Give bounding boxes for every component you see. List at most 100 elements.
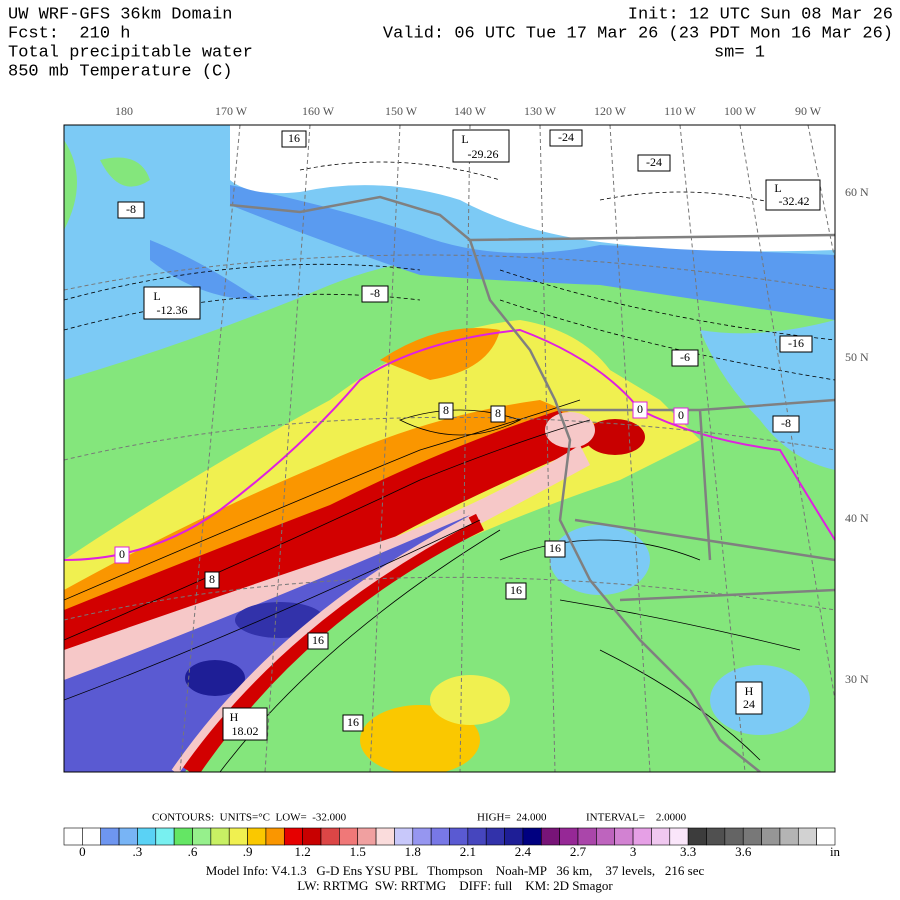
contour-label: 16 [510,583,522,597]
colorbar-swatch [651,827,671,846]
longitude-label: 180 [115,104,133,118]
colorbar-tick-label: 3.6 [735,844,752,859]
colorbar-swatch [137,827,157,846]
contour-label: -24 [646,155,662,169]
latitude-label: 40 N [845,511,869,525]
contours-info: INTERVAL= 2.0000 [586,812,687,824]
longitude-label: 120 W [594,104,627,118]
colorbar-swatch [118,827,138,846]
colorbar-swatch [375,827,395,846]
colorbar-swatch [394,827,414,846]
colorbar-swatch [210,827,230,846]
center-letter: L [774,181,781,195]
contour-label: 16 [347,715,359,729]
colorbar-swatch [228,827,248,846]
colorbar-swatch [559,827,579,846]
map-frame [63,124,836,773]
contour-label: -8 [370,286,380,300]
colorbar-swatch [706,827,726,846]
contour-label: 0 [678,408,684,422]
pressure-centers: L -29.26 L -32.42 L -12.36 H 24 H 18.02 [143,129,821,741]
center-letter: L [461,132,468,146]
colorbar-tick-label: .9 [243,844,253,859]
colorbar-swatch [504,827,524,846]
colorbar-swatch [596,827,616,846]
contours-info: HIGH= 24.000 [477,812,547,824]
contour-label: -6 [680,350,690,364]
colorbar-tick-label: 0 [79,844,86,859]
colorbar-tick-label: 1.5 [350,844,366,859]
colorbar-swatch [632,827,652,846]
colorbar-swatch [247,827,267,846]
colorbar-swatch [412,827,432,846]
colorbar-swatch [63,827,83,846]
colorbar-swatch [430,827,450,846]
header-right: Init: 12 UTC Sun 08 Mar 26 [628,5,893,24]
header-right: Valid: 06 UTC Tue 17 Mar 26 (23 PDT Mon … [383,24,893,43]
contour-label: -8 [781,416,791,430]
colorbar-tick-label: .3 [133,844,143,859]
colorbar-swatch [302,827,322,846]
center-value: 18.02 [232,724,259,738]
longitude-label: 170 W [215,104,248,118]
model-info: Model Info: V4.1.3 G-D Ens YSU PBL Thomp… [206,863,705,878]
colorbar-swatch [816,827,836,846]
map-field [64,125,835,772]
latitude-label: 50 N [845,350,869,364]
colorbar: 0 .3 .6 .9 1.2 1.5 1.8 2.1 2.4 2.7 3 3.3 3.6 [63,827,836,859]
header-left: Fcst: 210 h [8,24,130,43]
contour-label: 0 [637,402,643,416]
center-letter: H [745,684,754,698]
header-right: sm= 1 [714,43,765,62]
colorbar-swatch [265,827,285,846]
colorbar-tick-label: 3.3 [680,844,696,859]
contour-label: 8 [495,406,501,420]
colorbar-swatch [761,827,781,846]
latitude-label: 30 N [845,672,869,686]
center-value: 24 [743,697,755,711]
longitude-label: 110 W [664,104,696,118]
colorbar-swatch [357,827,377,846]
longitude-label: 130 W [524,104,557,118]
colorbar-swatch [192,827,212,846]
colorbar-swatch [467,827,487,846]
center-letter: H [230,710,239,724]
colorbar-tick-label: 3 [630,844,637,859]
longitude-label: 100 W [724,104,757,118]
contour-label: -16 [788,336,804,350]
colorbar-tick-label: 2.4 [515,844,532,859]
colorbar-tick-label: 2.7 [570,844,587,859]
longitude-label: 90 W [795,104,822,118]
colorbar-swatch [339,827,359,846]
model-info: LW: RRTMG SW: RRTMG DIFF: full KM: 2D Sm… [297,878,613,893]
colorbar-tick-label: 1.8 [405,844,421,859]
colorbar-tick-label: 2.1 [460,844,476,859]
colorbar-swatch [320,827,340,846]
longitude-label: 160 W [302,104,335,118]
center-value: -29.26 [468,147,499,161]
contours-info: CONTOURS: UNITS=°C LOW= -32.000 [152,812,347,824]
colorbar-swatch [577,827,597,846]
longitude-label: 150 W [385,104,418,118]
colorbar-swatch [614,827,634,846]
colorbar-tick-label: 1.2 [295,844,311,859]
colorbar-swatch [100,827,120,846]
colorbar-swatch [669,827,689,846]
contour-label: 8 [209,572,215,586]
contour-label: 16 [312,633,324,647]
contour-label: 16 [549,541,561,555]
colorbar-swatch [449,827,469,846]
header-left: 850 mb Temperature (C) [8,62,232,81]
colorbar-swatch [82,827,102,846]
colorbar-swatch [779,827,799,846]
colorbar-swatch [485,827,505,846]
header-left: UW WRF-GFS 36km Domain [8,5,232,24]
longitude-label: 140 W [454,104,487,118]
contour-label: 0 [119,547,125,561]
contour-label: -8 [126,202,136,216]
colorbar-swatch [522,827,542,846]
contour-label: 8 [443,403,449,417]
colorbar-swatch [173,827,193,846]
colorbar-unit: in [830,844,841,859]
